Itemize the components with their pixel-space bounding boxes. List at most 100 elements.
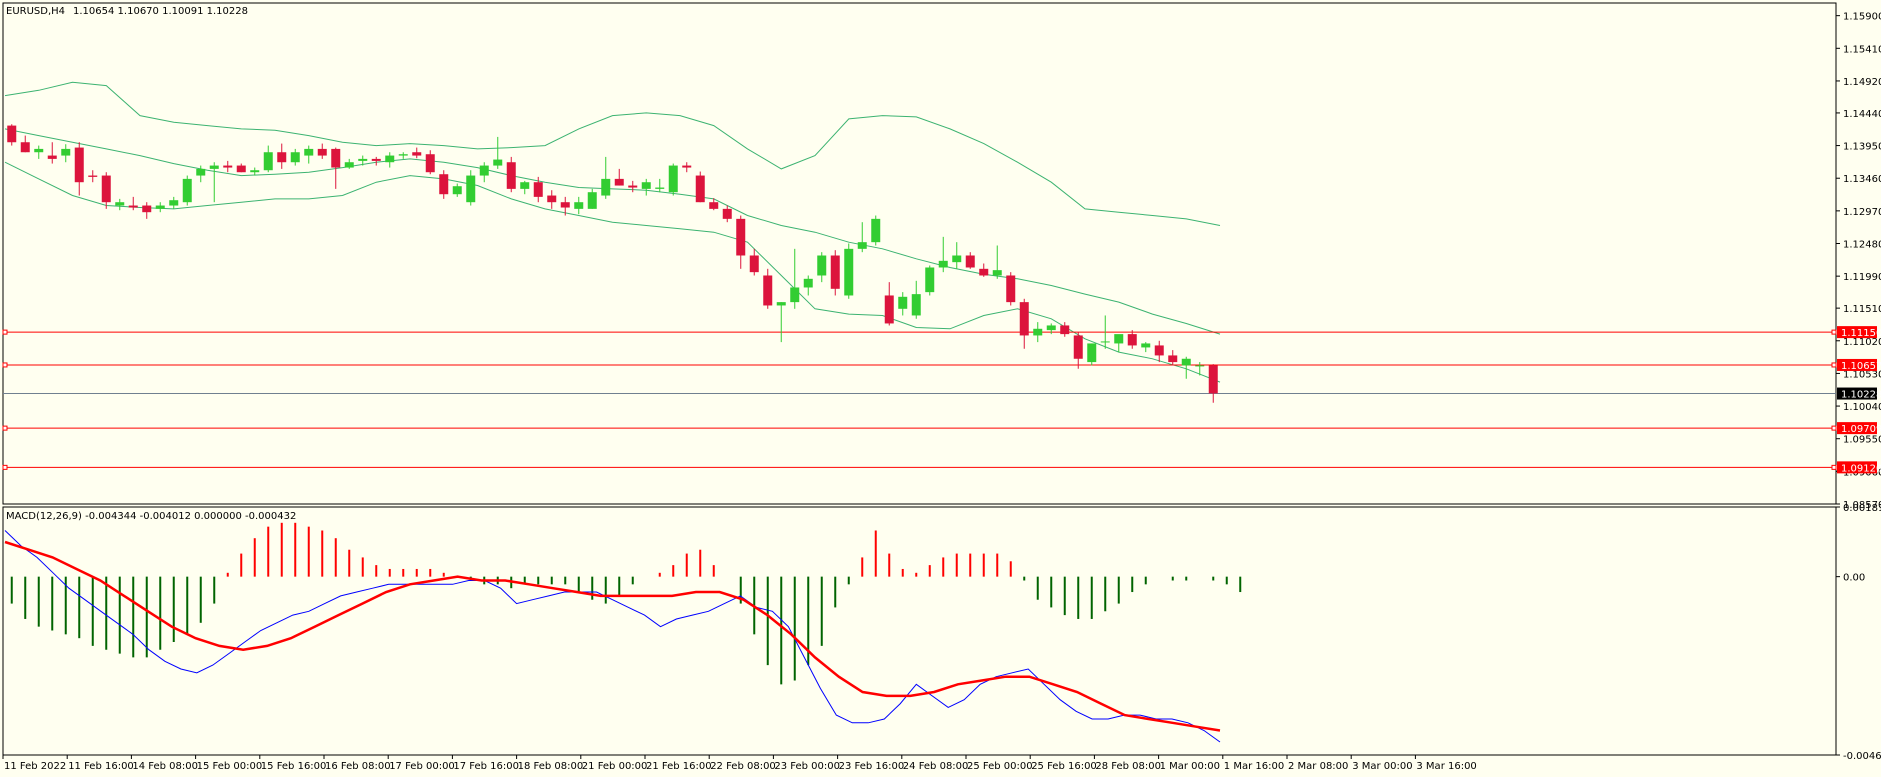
candle-bull: [790, 287, 800, 303]
level-handle-right[interactable]: [1831, 329, 1837, 335]
candle-bull: [1033, 328, 1043, 336]
price-tick-label: 1.11510: [1843, 304, 1881, 315]
candle-bull: [358, 158, 368, 161]
candle-bull: [182, 178, 192, 203]
bollinger-lower-line: [4, 161, 1221, 383]
candle-bull: [817, 255, 827, 276]
candle-bear: [763, 275, 773, 306]
candle-bull: [1141, 343, 1151, 348]
price-tick-label: 1.11990: [1843, 272, 1881, 283]
level-handle-right[interactable]: [1831, 425, 1837, 431]
candle-bull: [452, 186, 462, 195]
time-tick-label: 23 Feb 00:00: [774, 761, 840, 772]
candle-bear: [1127, 334, 1137, 346]
candle-bear: [965, 255, 975, 268]
candle-bear: [722, 208, 732, 219]
current-price-tag: [1837, 387, 1877, 400]
price-pane[interactable]: EURUSD,H4 1.10654 1.10670 1.10091 1.10228: [2, 2, 1837, 505]
candle-bull: [776, 302, 786, 306]
price-pane-border: [2, 2, 1837, 505]
candle-bull: [479, 165, 489, 176]
bollinger-bands: [4, 81, 1221, 383]
time-tick-label: 14 Feb 08:00: [132, 761, 198, 772]
level-price-tag-label: 1.10657: [1841, 361, 1881, 372]
candle-bull: [304, 148, 314, 156]
macd-tick-label: -0.004637: [1843, 751, 1881, 762]
price-tick-label: 1.10040: [1843, 402, 1881, 413]
candle-bear: [331, 148, 341, 168]
candle-bear: [614, 178, 624, 186]
level-handle-left[interactable]: [2, 329, 8, 335]
level-handle-left[interactable]: [2, 425, 8, 431]
level-price-tag-label: 1.09709: [1841, 424, 1881, 435]
candle-bull: [385, 155, 395, 163]
time-tick-label: 18 Feb 08:00: [518, 761, 584, 772]
candle-bear: [695, 175, 705, 203]
current-price-tag-label: 1.10228: [1841, 390, 1881, 401]
price-tick-label: 1.08570: [1843, 500, 1881, 511]
time-tick-label: 3 Mar 00:00: [1352, 761, 1412, 772]
candle-bear: [1168, 355, 1178, 363]
macd-tick-label: 0.001811: [1843, 503, 1881, 514]
candle-bear: [7, 125, 17, 143]
candle-bear: [1208, 365, 1218, 394]
candle-bull: [1100, 341, 1110, 343]
time-tick-label: 25 Feb 16:00: [1031, 761, 1097, 772]
candle-bear: [533, 182, 543, 197]
level-handle-right[interactable]: [1831, 464, 1837, 470]
candle-bull: [668, 165, 678, 193]
symbol-info: EURUSD,H4 1.10654 1.10670 1.10091 1.10228: [6, 6, 248, 17]
candle-bear: [1060, 325, 1070, 335]
time-tick-label: 2 Mar 08:00: [1288, 761, 1348, 772]
candle-bear: [1154, 345, 1164, 356]
candle-bull: [398, 154, 408, 156]
candle-bull: [520, 182, 530, 189]
horizontal-levels[interactable]: [2, 329, 1837, 470]
time-tick-label: 24 Feb 08:00: [903, 761, 969, 772]
time-tick-label: 15 Feb 16:00: [261, 761, 327, 772]
level-handle-left[interactable]: [2, 362, 8, 368]
price-tick-label: 1.09550: [1843, 435, 1881, 446]
bollinger-middle-line: [4, 128, 1221, 335]
candlesticks: [7, 124, 1218, 403]
candle-bull: [857, 242, 867, 249]
price-tick-label: 1.12970: [1843, 207, 1881, 218]
level-handle-left[interactable]: [2, 464, 8, 470]
time-tick-label: 17 Feb 00:00: [389, 761, 455, 772]
price-tick-label: 1.10530: [1843, 369, 1881, 380]
price-tick-label: 1.15410: [1843, 44, 1881, 55]
time-tick-label: 3 Mar 16:00: [1416, 761, 1476, 772]
candle-bull: [1046, 325, 1056, 331]
candle-bear: [439, 174, 449, 195]
candle-bull: [641, 182, 651, 189]
candle-bull: [952, 255, 962, 263]
time-tick-label: 1 Mar 16:00: [1224, 761, 1284, 772]
level-price-tag-label: 1.09120: [1841, 463, 1881, 474]
macd-label: MACD(12,26,9) -0.004344 -0.004012 0.0000…: [6, 511, 296, 522]
candle-bull: [1181, 358, 1191, 366]
level-price-tag: [1837, 461, 1877, 474]
candle-bull: [911, 294, 921, 316]
candle-bull: [601, 178, 611, 196]
candle-bull: [992, 270, 1002, 276]
candle-bull: [209, 165, 219, 169]
price-tick-label: 1.11020: [1843, 337, 1881, 348]
candle-bull: [115, 202, 125, 206]
level-handle-right[interactable]: [1831, 362, 1837, 368]
ohlc-values: 1.10654 1.10670 1.10091 1.10228: [73, 6, 248, 17]
level-price-tag: [1837, 326, 1877, 339]
candle-bear: [560, 202, 570, 208]
candle-bull: [290, 152, 300, 163]
macd-pane[interactable]: MACD(12,26,9) -0.004344 -0.004012 0.0000…: [2, 506, 1837, 756]
candle-bull: [493, 159, 503, 166]
candle-bear: [223, 165, 233, 168]
price-tick-label: 1.14920: [1843, 77, 1881, 88]
candle-bear: [74, 147, 84, 183]
candle-bull: [1114, 334, 1124, 344]
candle-bear: [628, 185, 638, 188]
price-tick-label: 1.13460: [1843, 174, 1881, 185]
time-tick-label: 1 Mar 00:00: [1160, 761, 1220, 772]
time-tick-label: 15 Feb 00:00: [197, 761, 263, 772]
